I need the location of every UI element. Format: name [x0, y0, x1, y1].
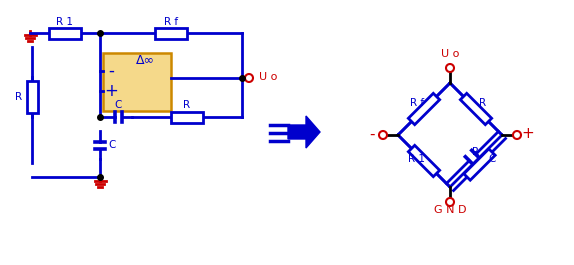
- Bar: [171, 112, 203, 122]
- Bar: [103, 53, 171, 111]
- Bar: [155, 28, 187, 38]
- Polygon shape: [408, 93, 440, 125]
- Text: +: +: [522, 126, 534, 142]
- Text: U o: U o: [259, 72, 277, 82]
- Polygon shape: [464, 149, 495, 180]
- Text: -: -: [369, 126, 375, 142]
- Text: R: R: [184, 100, 191, 110]
- Text: C: C: [488, 154, 496, 164]
- Bar: [26, 81, 37, 113]
- Text: C: C: [108, 140, 115, 150]
- Text: R 1: R 1: [409, 154, 425, 164]
- Text: Δ∞: Δ∞: [135, 54, 154, 67]
- Text: R: R: [472, 147, 479, 157]
- Text: R: R: [15, 92, 22, 102]
- Text: R f: R f: [410, 98, 424, 108]
- Bar: [49, 28, 81, 38]
- Polygon shape: [408, 145, 440, 177]
- Text: -: -: [108, 62, 114, 80]
- Text: +: +: [104, 82, 118, 100]
- Text: R: R: [479, 98, 487, 108]
- Text: R f: R f: [164, 17, 178, 27]
- Text: R 1: R 1: [56, 17, 73, 27]
- Text: C: C: [114, 100, 122, 110]
- Polygon shape: [288, 116, 320, 148]
- Polygon shape: [460, 93, 492, 125]
- Text: G N D: G N D: [434, 205, 466, 215]
- Text: U o: U o: [441, 49, 459, 59]
